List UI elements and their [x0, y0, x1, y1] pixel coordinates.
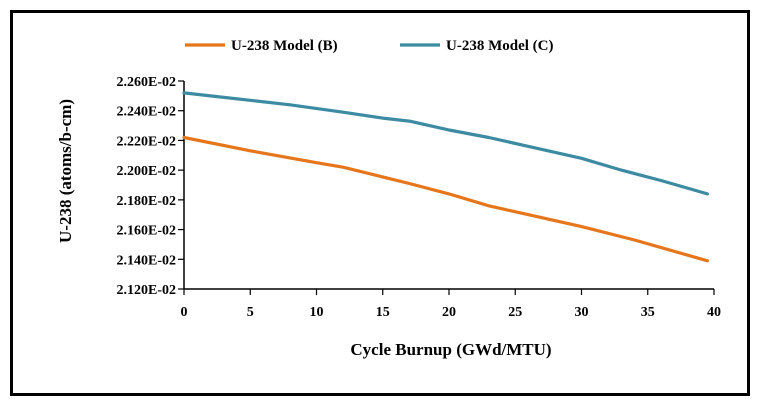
- x-tick-label: 30: [575, 305, 589, 320]
- y-tick-label: 2.140E-02: [117, 253, 177, 268]
- y-tick-label: 2.220E-02: [117, 134, 177, 149]
- legend: U-238 Model (B) U-238 Model (C): [185, 38, 553, 54]
- x-tick-label: 40: [707, 305, 721, 320]
- y-tick-label: 2.240E-02: [117, 105, 177, 120]
- y-tick-label: 2.180E-02: [117, 194, 177, 209]
- y-tick-label: 2.200E-02: [117, 164, 177, 179]
- y-tick-label: 2.120E-02: [117, 283, 177, 298]
- chart: U-238 Model (B) U-238 Model (C) 2.120E-02…: [56, 38, 722, 359]
- legend-label-model-b: U-238 Model (B): [231, 38, 338, 54]
- y-tick-label: 2.260E-02: [117, 75, 177, 90]
- chart-frame: U-238 Model (B) U-238 Model (C) 2.120E-02…: [10, 10, 750, 396]
- series-line-model-b: [182, 135, 709, 263]
- series-line-model-c: [182, 91, 709, 196]
- y-axis-label: U-238 (atoms/b-cm): [56, 99, 75, 243]
- x-axis-label: Cycle Burnup (GWd/MTU): [350, 340, 551, 359]
- x-tick-label: 15: [376, 305, 390, 320]
- axes: 2.120E-02 2.140E-02 2.160E-02 2.180E-02 2.20…: [117, 75, 722, 320]
- legend-label-model-c: U-238 Model (C): [446, 38, 553, 54]
- x-tick-label: 35: [641, 305, 655, 320]
- x-tick-label: 25: [508, 305, 522, 320]
- x-tick-label: 0: [181, 305, 188, 320]
- x-tick-label: 10: [310, 305, 324, 320]
- x-tick-label: 5: [247, 305, 254, 320]
- y-tick-label: 2.160E-02: [117, 224, 177, 239]
- x-tick-label: 20: [442, 305, 456, 320]
- series-group: [182, 91, 709, 263]
